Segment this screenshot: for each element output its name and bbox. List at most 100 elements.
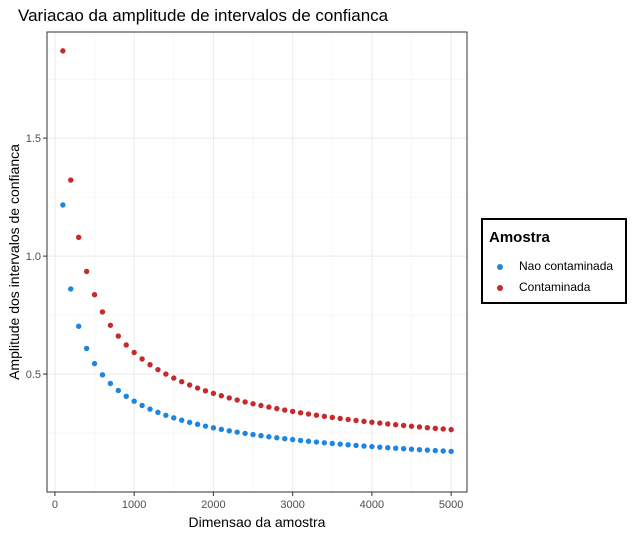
point-contaminada (416, 424, 423, 430)
x-tick-label: 0 (52, 499, 58, 511)
point-contaminada (305, 411, 312, 417)
y-tick-label: 1.0 (26, 251, 41, 263)
point-nao-contaminada (385, 445, 391, 451)
point-nao-contaminada (194, 421, 201, 428)
grid (47, 32, 467, 492)
x-tick-label: 3000 (280, 499, 304, 511)
x-axis-title: Dimensao da amostra (189, 514, 326, 530)
point-contaminada (123, 342, 129, 348)
point-nao-contaminada (266, 434, 272, 440)
point-contaminada (258, 402, 264, 409)
y-axis-title: Amplitude dos intervalos de confianca (6, 144, 22, 380)
point-nao-contaminada (305, 438, 312, 444)
point-contaminada (226, 395, 232, 401)
point-contaminada (139, 356, 145, 362)
point-nao-contaminada (60, 202, 66, 208)
point-nao-contaminada (210, 425, 217, 431)
axis-ticks: 0 1000 2000 3000 4000 5000 0.5 1.0 1.5 (26, 133, 464, 511)
point-contaminada (321, 413, 328, 420)
point-contaminada (440, 426, 446, 432)
point-contaminada (297, 410, 304, 416)
legend: Amostra Nao contaminada Contaminada (481, 218, 627, 304)
point-nao-contaminada (258, 432, 264, 439)
x-tick-label: 5000 (439, 499, 463, 511)
point-contaminada (75, 234, 82, 241)
point-contaminada (155, 366, 161, 373)
point-nao-contaminada (115, 387, 122, 394)
point-nao-contaminada (107, 380, 114, 387)
chart-title: Variacao da amplitude de intervalos de c… (18, 6, 389, 25)
point-contaminada (194, 385, 201, 391)
point-nao-contaminada (202, 423, 209, 429)
point-contaminada (361, 418, 367, 425)
point-contaminada (91, 292, 98, 298)
point-contaminada (171, 375, 177, 381)
point-contaminada (329, 414, 335, 421)
point-nao-contaminada (131, 398, 137, 404)
point-nao-contaminada (416, 446, 423, 453)
point-contaminada (369, 419, 375, 425)
point-contaminada (377, 420, 383, 426)
point-contaminada (250, 401, 256, 407)
point-nao-contaminada (234, 429, 240, 435)
point-contaminada (274, 405, 280, 412)
point-nao-contaminada (369, 443, 375, 450)
point-nao-contaminada (377, 444, 383, 450)
point-contaminada (400, 422, 407, 429)
point-nao-contaminada (274, 435, 280, 441)
point-nao-contaminada (329, 440, 335, 447)
point-nao-contaminada (75, 323, 82, 329)
legend-title: Amostra (489, 229, 550, 246)
point-contaminada (163, 371, 169, 377)
point-contaminada (147, 361, 153, 368)
point-nao-contaminada (91, 360, 98, 367)
point-nao-contaminada (186, 419, 193, 426)
point-nao-contaminada (282, 435, 288, 442)
point-nao-contaminada (345, 442, 351, 448)
point-nao-contaminada (297, 437, 304, 444)
y-tick-label: 0.5 (26, 369, 41, 381)
point-contaminada (337, 415, 343, 422)
point-nao-contaminada (242, 430, 248, 437)
panel-border (46, 31, 468, 493)
point-contaminada (345, 416, 351, 423)
point-contaminada (448, 426, 454, 433)
point-contaminada (99, 309, 106, 315)
point-contaminada (432, 425, 439, 432)
point-contaminada (282, 407, 288, 413)
point-contaminada (83, 268, 90, 275)
point-nao-contaminada (68, 286, 74, 292)
point-nao-contaminada (99, 372, 106, 378)
point-contaminada (68, 177, 74, 183)
point-contaminada (424, 424, 431, 431)
legend-label-nao-contaminada: Nao contaminada (519, 259, 614, 273)
point-contaminada (392, 422, 399, 428)
point-nao-contaminada (226, 428, 232, 434)
point-nao-contaminada (155, 409, 161, 416)
x-tick-label: 2000 (201, 499, 225, 511)
point-nao-contaminada (337, 441, 343, 447)
point-nao-contaminada (123, 393, 129, 400)
point-contaminada (131, 349, 137, 356)
point-contaminada (234, 397, 240, 403)
point-nao-contaminada (147, 406, 153, 412)
point-nao-contaminada (448, 448, 454, 455)
point-contaminada (218, 393, 225, 399)
point-contaminada (242, 399, 248, 405)
point-contaminada (266, 404, 272, 410)
point-nao-contaminada (400, 446, 407, 452)
legend-item-contaminada: Contaminada (483, 278, 623, 298)
point-nao-contaminada (289, 436, 296, 443)
point-nao-contaminada (440, 448, 446, 454)
point-contaminada (385, 421, 391, 427)
point-contaminada (289, 408, 296, 415)
point-nao-contaminada (361, 443, 367, 449)
legend-dot-contaminada (497, 285, 503, 291)
point-contaminada (408, 423, 415, 429)
point-contaminada (115, 333, 122, 339)
x-tick-label: 4000 (360, 499, 384, 511)
point-contaminada (107, 322, 114, 328)
point-nao-contaminada (83, 345, 90, 352)
point-contaminada (186, 382, 193, 388)
